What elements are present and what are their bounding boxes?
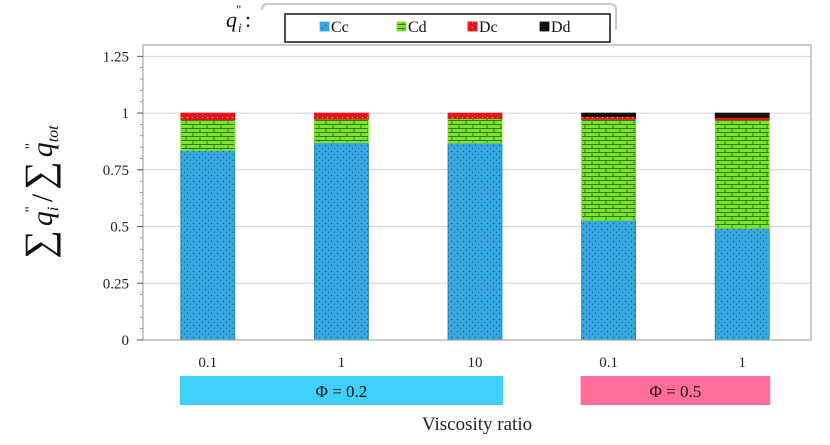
svg-text:i: i: [238, 20, 242, 35]
x-tick-label: 0.1: [599, 355, 618, 371]
legend-swatch-cc: [319, 21, 330, 32]
legend-swatch-dc: [467, 21, 478, 32]
x-tick-label: 1: [338, 355, 346, 371]
y-tick-label: 1: [122, 106, 130, 122]
bar-cd-0: [180, 119, 236, 151]
legend-swatch-cd: [396, 21, 407, 32]
x-tick-label: 10: [468, 355, 483, 371]
group-band-0: [179, 376, 504, 405]
bar-dc-3: [581, 116, 636, 120]
legend: q i " : Cc Cd Dc Dd: [226, 2, 617, 43]
bars: [180, 112, 770, 341]
svg-text:∑qi"/∑qtot": ∑qi"/∑qtot": [16, 125, 62, 259]
y-tick-label: 0.75: [103, 163, 129, 179]
x-axis: 0.1 1 10 0.1 1: [198, 355, 746, 371]
y-axis: 0 0.25 0.5 0.75 1 1.25: [103, 49, 143, 349]
y-tick-label: 0.5: [110, 220, 129, 236]
legend-label-cd: Cd: [408, 19, 427, 36]
svg-text:q: q: [226, 7, 237, 32]
x-tick-label: 0.1: [198, 355, 217, 371]
bar-cc-2: [447, 142, 503, 341]
svg-text::: :: [245, 7, 251, 32]
legend-swatch-dd: [539, 21, 550, 32]
group-label-0: Φ = 0.2: [316, 382, 368, 401]
group-label-1: Φ = 0.5: [650, 382, 702, 401]
bar-cc-4: [714, 227, 770, 341]
bar-cc-0: [180, 150, 236, 341]
bar-dc-1: [313, 112, 369, 120]
y-tick-label: 0: [122, 333, 130, 349]
bar-cd-4: [714, 119, 770, 229]
bar-cc-1: [313, 142, 369, 341]
legend-label-dd: Dd: [551, 19, 571, 36]
y-tick-label: 1.25: [103, 49, 129, 65]
legend-label-cc: Cc: [331, 19, 349, 36]
group-band-1: [580, 376, 771, 405]
x-tick-label: 1: [738, 355, 746, 371]
legend-title: q i " :: [226, 2, 251, 35]
bar-cd-1: [313, 118, 369, 143]
legend-label-dc: Dc: [479, 19, 498, 36]
bar-dc-0: [180, 112, 236, 121]
bar-dd-4: [714, 112, 770, 118]
legend-box: [284, 13, 611, 43]
bar-cc-3: [581, 220, 636, 341]
x-axis-label: Viscosity ratio: [422, 414, 532, 435]
bar-dc-2: [447, 112, 503, 119]
bar-dd-3: [581, 112, 636, 117]
svg-text:": ": [236, 2, 241, 17]
y-tick-label: 0.25: [103, 276, 129, 292]
bar-cd-2: [447, 118, 503, 144]
bar-cd-3: [581, 119, 636, 221]
y-axis-label: ∑qi"/∑qtot": [16, 125, 62, 259]
group-labels: Φ = 0.2 Φ = 0.5: [179, 376, 771, 405]
